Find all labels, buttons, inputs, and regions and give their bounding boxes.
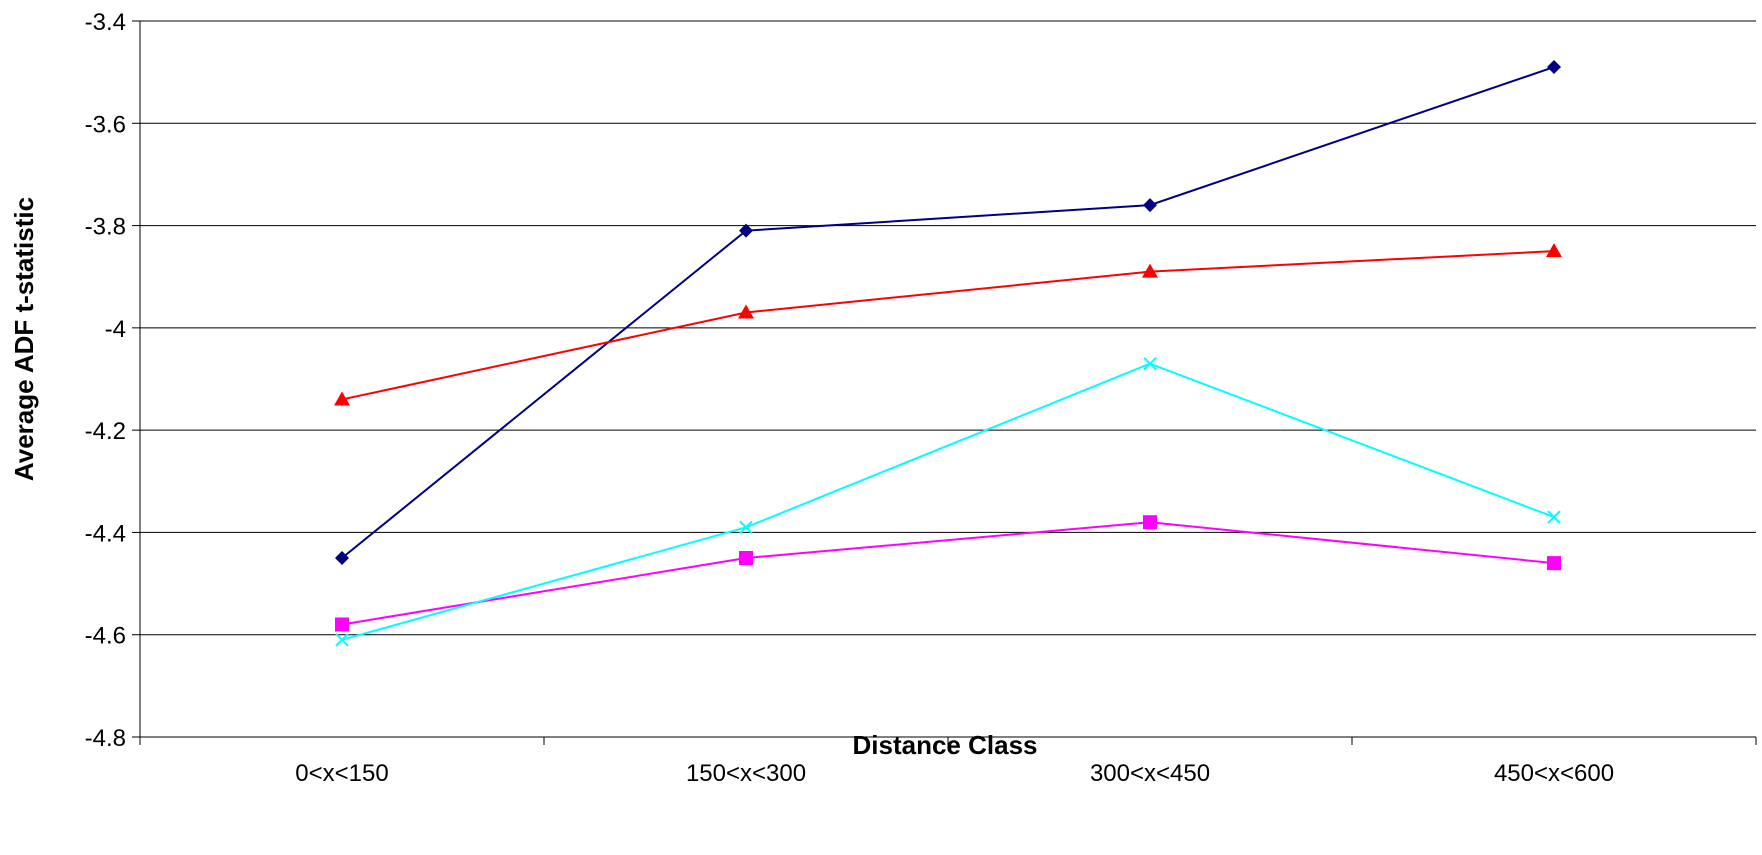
series-1 [335,60,1561,565]
data-point-triangle [1142,263,1158,278]
data-point-x [739,520,753,535]
y-tick-label: -4 [105,316,126,343]
series-2 [335,515,1561,632]
x-axis-title: Distance Class [853,730,1038,760]
y-tick-label: -4.2 [85,418,126,445]
x-tick-label: 150<x<300 [686,760,806,787]
data-point-triangle [738,304,754,319]
data-point-triangle [1546,243,1562,258]
x-tick-label: 300<x<450 [1090,760,1210,787]
data-point-square [1143,515,1157,530]
data-point-square [1547,556,1561,571]
data-point-x [335,633,349,647]
y-tick-label: -3.6 [85,111,126,138]
x-tick-labels: 0<x<150 150<x<300 300<x<450 450<x<600 [295,760,1614,787]
series-line [341,250,1555,401]
y-tick-labels: -3.4 -3.6 -3.8 -4 -4.2 -4.4 -4.6 -4.8 [85,9,126,752]
x-tick-label: 450<x<600 [1494,760,1614,787]
data-point-square [739,551,753,565]
data-point-x-stroke [739,520,753,535]
series-3 [334,243,1562,406]
x-tick-label: 0<x<150 [295,760,388,787]
data-point-x [1143,356,1157,371]
data-point-x [1547,510,1561,524]
data-point-x-stroke [1143,356,1157,371]
y-tick-label: -4.4 [85,520,126,547]
y-tick-label: -4.6 [85,623,126,650]
data-point-diamond [335,551,349,565]
series [334,60,1562,647]
data-point-square [335,617,349,632]
y-axis-title: Average ADF t-statistic [9,197,39,481]
y-tick-label: -3.4 [85,9,126,36]
series-line [341,66,1555,559]
data-point-x-stroke [335,633,349,647]
data-point-x-stroke [1547,510,1561,524]
series-4 [335,356,1561,647]
data-point-diamond [1143,198,1157,213]
data-point-diamond [739,223,753,238]
data-point-diamond [1547,60,1561,75]
axes [132,20,1757,745]
y-tick-label: -3.8 [85,214,126,241]
data-point-triangle [334,391,350,406]
series-line [341,521,1555,626]
y-tick-label: -4.8 [85,725,126,752]
series-line [341,362,1555,641]
gridlines [140,20,1756,738]
